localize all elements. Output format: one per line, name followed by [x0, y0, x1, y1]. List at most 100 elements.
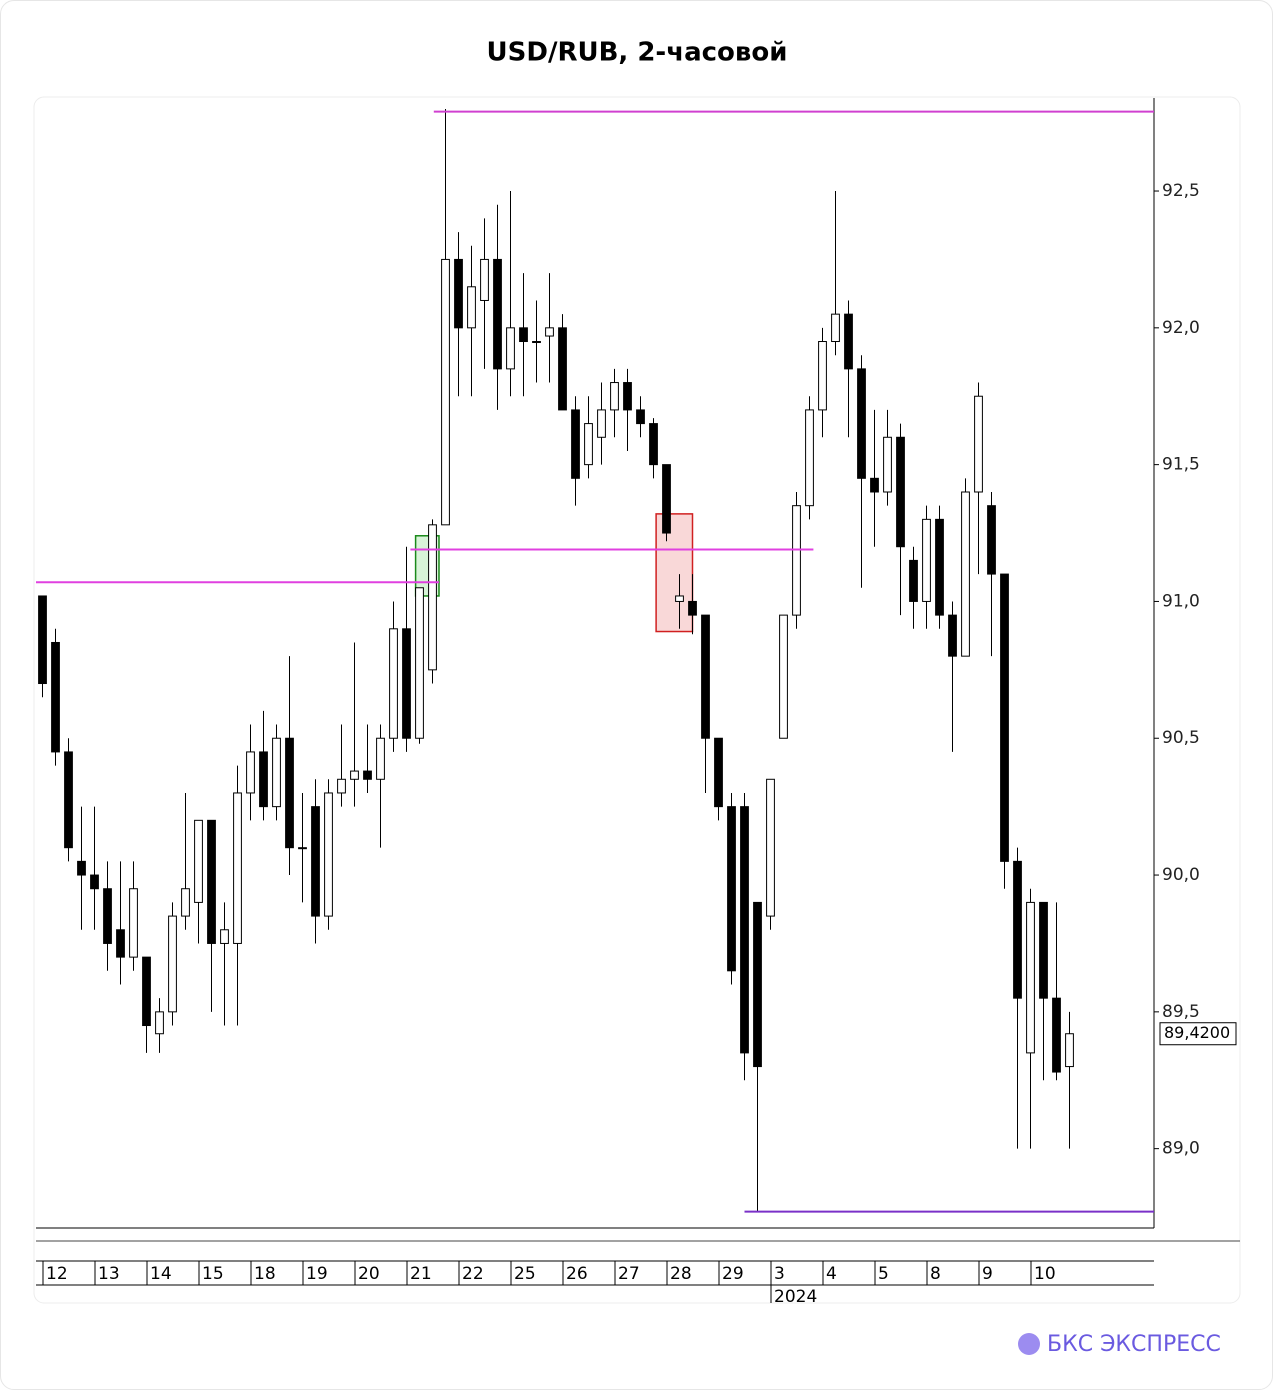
- x-tick-label: 22: [462, 1264, 484, 1284]
- candle-body: [311, 806, 320, 917]
- panel: [33, 96, 1241, 1304]
- candle-body: [298, 847, 307, 850]
- candle-body: [480, 258, 489, 301]
- candle-body: [519, 327, 528, 343]
- y-tick-label: 91,0: [1162, 591, 1200, 611]
- candle-body: [701, 614, 710, 739]
- candle-body: [194, 819, 203, 903]
- x-tick-label: 20: [358, 1264, 380, 1284]
- candle-body: [974, 395, 983, 493]
- candle-body: [935, 518, 944, 616]
- candle-body: [467, 286, 476, 329]
- candle-body: [584, 423, 593, 466]
- candle-body: [441, 258, 450, 526]
- candle-body: [285, 737, 294, 849]
- candle-body: [51, 641, 60, 753]
- candle-body: [844, 313, 853, 370]
- candle-body: [948, 614, 957, 657]
- x-tick-label: 28: [670, 1264, 692, 1284]
- candle-body: [532, 341, 541, 344]
- candle-body: [740, 806, 749, 1054]
- candle-body: [571, 409, 580, 479]
- x-tick-label: 13: [98, 1264, 120, 1284]
- y-tick-label: 89,0: [1162, 1139, 1200, 1159]
- y-tick-label: 89,5: [1162, 1002, 1200, 1022]
- x-tick-label: 27: [618, 1264, 640, 1284]
- candle-body: [116, 929, 125, 958]
- candle-body: [259, 751, 268, 808]
- candle-body: [155, 1011, 164, 1035]
- candle-body: [688, 600, 697, 616]
- candle-body: [610, 382, 619, 411]
- candle-body: [207, 819, 216, 944]
- candle-body: [623, 382, 632, 411]
- y-tick-label: 90,5: [1162, 728, 1200, 748]
- brand: БКС ЭКСПРЕСС: [1047, 1332, 1221, 1357]
- candle-body: [402, 628, 411, 739]
- candle-body: [662, 464, 671, 534]
- candle-body: [77, 860, 86, 876]
- candle-body: [779, 614, 788, 739]
- candle-body: [389, 628, 398, 739]
- chart-title: USD/RUB, 2-часовой: [487, 38, 788, 68]
- last-price-box: [1159, 1022, 1237, 1046]
- candle-body: [1039, 901, 1048, 999]
- x-tick-label: 3: [774, 1264, 785, 1284]
- candle-body: [363, 770, 372, 780]
- candle-body: [753, 901, 762, 1068]
- candle-body: [649, 423, 658, 466]
- candle-body: [415, 587, 424, 739]
- candle-body: [428, 524, 437, 671]
- candle-body: [714, 737, 723, 808]
- x-tick-label: 15: [202, 1264, 224, 1284]
- candle-body: [103, 888, 112, 944]
- x-tick-label: 19: [306, 1264, 328, 1284]
- candle-body: [324, 792, 333, 917]
- candle-body: [922, 518, 931, 602]
- candle-body: [766, 778, 775, 917]
- candle-body: [246, 751, 255, 794]
- x-tick-label: 10: [1034, 1264, 1056, 1284]
- candle-body: [792, 505, 801, 616]
- x-tick-label: 21: [410, 1264, 432, 1284]
- candle-body: [181, 888, 190, 917]
- candle-body: [454, 258, 463, 329]
- brand-logo: [1018, 1333, 1040, 1355]
- candle-body: [1013, 860, 1022, 999]
- x-tick-label: 9: [982, 1264, 993, 1284]
- candle-body: [168, 915, 177, 1013]
- x-tick-label: 29: [722, 1264, 744, 1284]
- candle-body: [896, 436, 905, 548]
- candle-body: [831, 313, 840, 343]
- candle-body: [337, 778, 346, 794]
- zone: [655, 513, 694, 633]
- y-tick-label: 90,0: [1162, 865, 1200, 885]
- candle-body: [350, 770, 359, 780]
- candle-body: [220, 929, 229, 944]
- candle-body: [90, 874, 99, 890]
- x-tick-label: 12: [46, 1264, 68, 1284]
- candle-body: [64, 751, 73, 849]
- candle-body: [961, 491, 970, 657]
- x-tick-label: 14: [150, 1264, 172, 1284]
- candle-body: [870, 477, 879, 493]
- x-tick-label: 5: [878, 1264, 889, 1284]
- candle-body: [636, 409, 645, 425]
- candle-body: [909, 559, 918, 602]
- candle-body: [233, 792, 242, 944]
- candle-body: [38, 595, 47, 685]
- candle-body: [129, 888, 138, 958]
- candle-body: [1026, 901, 1035, 1054]
- candle-body: [987, 505, 996, 575]
- candle-body: [727, 806, 736, 972]
- candle-body: [376, 737, 385, 780]
- x-tick-label: 8: [930, 1264, 941, 1284]
- candle-body: [1065, 1033, 1074, 1068]
- x-tick-label: 18: [254, 1264, 276, 1284]
- candle-body: [493, 258, 502, 370]
- candle-body: [818, 341, 827, 411]
- candle-body: [558, 327, 567, 411]
- candle-body: [857, 368, 866, 479]
